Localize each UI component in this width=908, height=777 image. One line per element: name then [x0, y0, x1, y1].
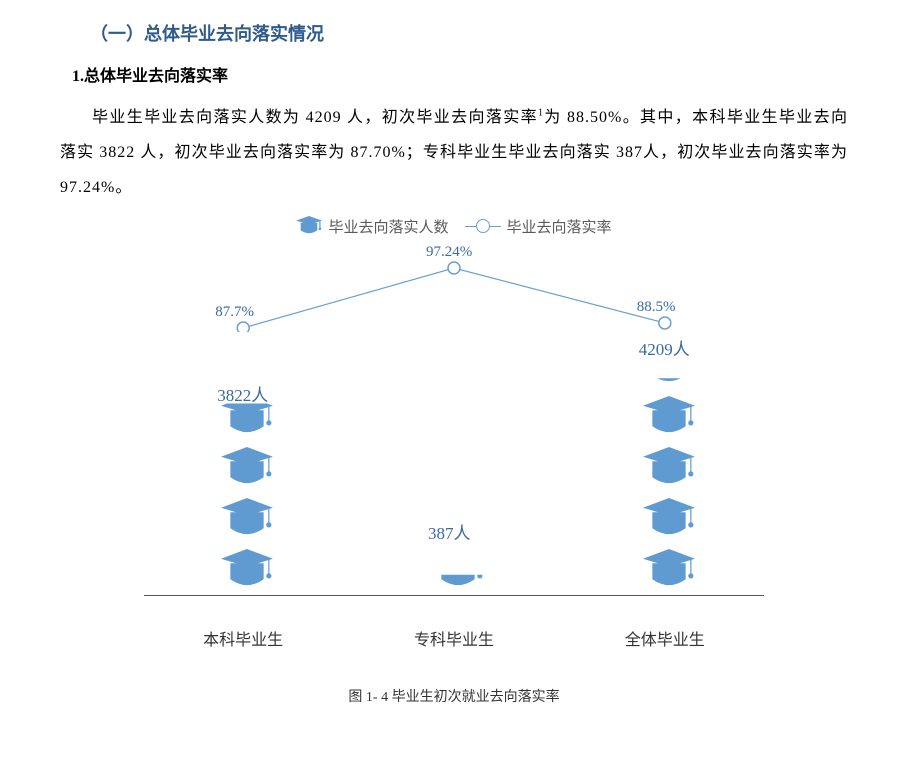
- bar-value-label: 3822人: [217, 381, 268, 406]
- bars-area: 3822人 387人 4209人: [144, 356, 764, 596]
- graduation-cap-icon: [643, 447, 695, 494]
- rate-value-label: 88.5%: [637, 299, 676, 316]
- graduation-cap-icon: [221, 498, 273, 545]
- graduation-cap-icon: [643, 498, 695, 545]
- graduation-cap-icon: [221, 447, 273, 494]
- graduation-cap-icon: [221, 549, 273, 596]
- section-heading: （一）总体毕业去向落实情况: [90, 20, 848, 46]
- category-label: 全体毕业生: [617, 626, 713, 650]
- body-paragraph: 毕业生毕业去向落实人数为 4209 人，初次毕业去向落实率1为 88.50%。其…: [60, 100, 848, 206]
- x-axis: [144, 595, 764, 596]
- graduation-cap-icon: [296, 216, 322, 236]
- bar-value-label: 387人: [428, 519, 471, 544]
- figure-caption: 图 1- 4 毕业生初次就业去向落实率: [60, 686, 848, 706]
- graduation-cap-icon: [432, 549, 484, 596]
- legend-rate: 毕业去向落实率: [465, 216, 612, 237]
- bar-column: 4209人: [639, 345, 699, 596]
- legend-count: 毕业去向落实人数: [296, 216, 448, 237]
- category-label: 本科毕业生: [195, 626, 291, 650]
- graduation-cap-icon: [643, 549, 695, 596]
- bar-value-label: 4209人: [639, 335, 690, 360]
- line-marker-icon: [465, 219, 501, 233]
- category-label: 专科毕业生: [406, 626, 502, 650]
- legend-rate-label: 毕业去向落实率: [507, 216, 612, 237]
- bar-column: 387人: [428, 549, 488, 596]
- graduation-cap-icon: [643, 396, 695, 443]
- bar-column: 3822人: [217, 396, 277, 596]
- employment-chart: 毕业去向落实人数 毕业去向落实率 87.7% 97.24% 88.5% 3822人 …: [144, 216, 764, 656]
- rate-value-label: 87.7%: [215, 304, 254, 321]
- sub-heading: 1.总体毕业去向落实率: [72, 62, 848, 86]
- legend-count-label: 毕业去向落实人数: [328, 216, 448, 237]
- rate-value-label: 97.24%: [426, 244, 472, 261]
- chart-legend: 毕业去向落实人数 毕业去向落实率: [144, 216, 764, 237]
- para-text-a: 毕业生毕业去向落实人数为 4209 人，初次毕业去向落实率: [92, 109, 538, 126]
